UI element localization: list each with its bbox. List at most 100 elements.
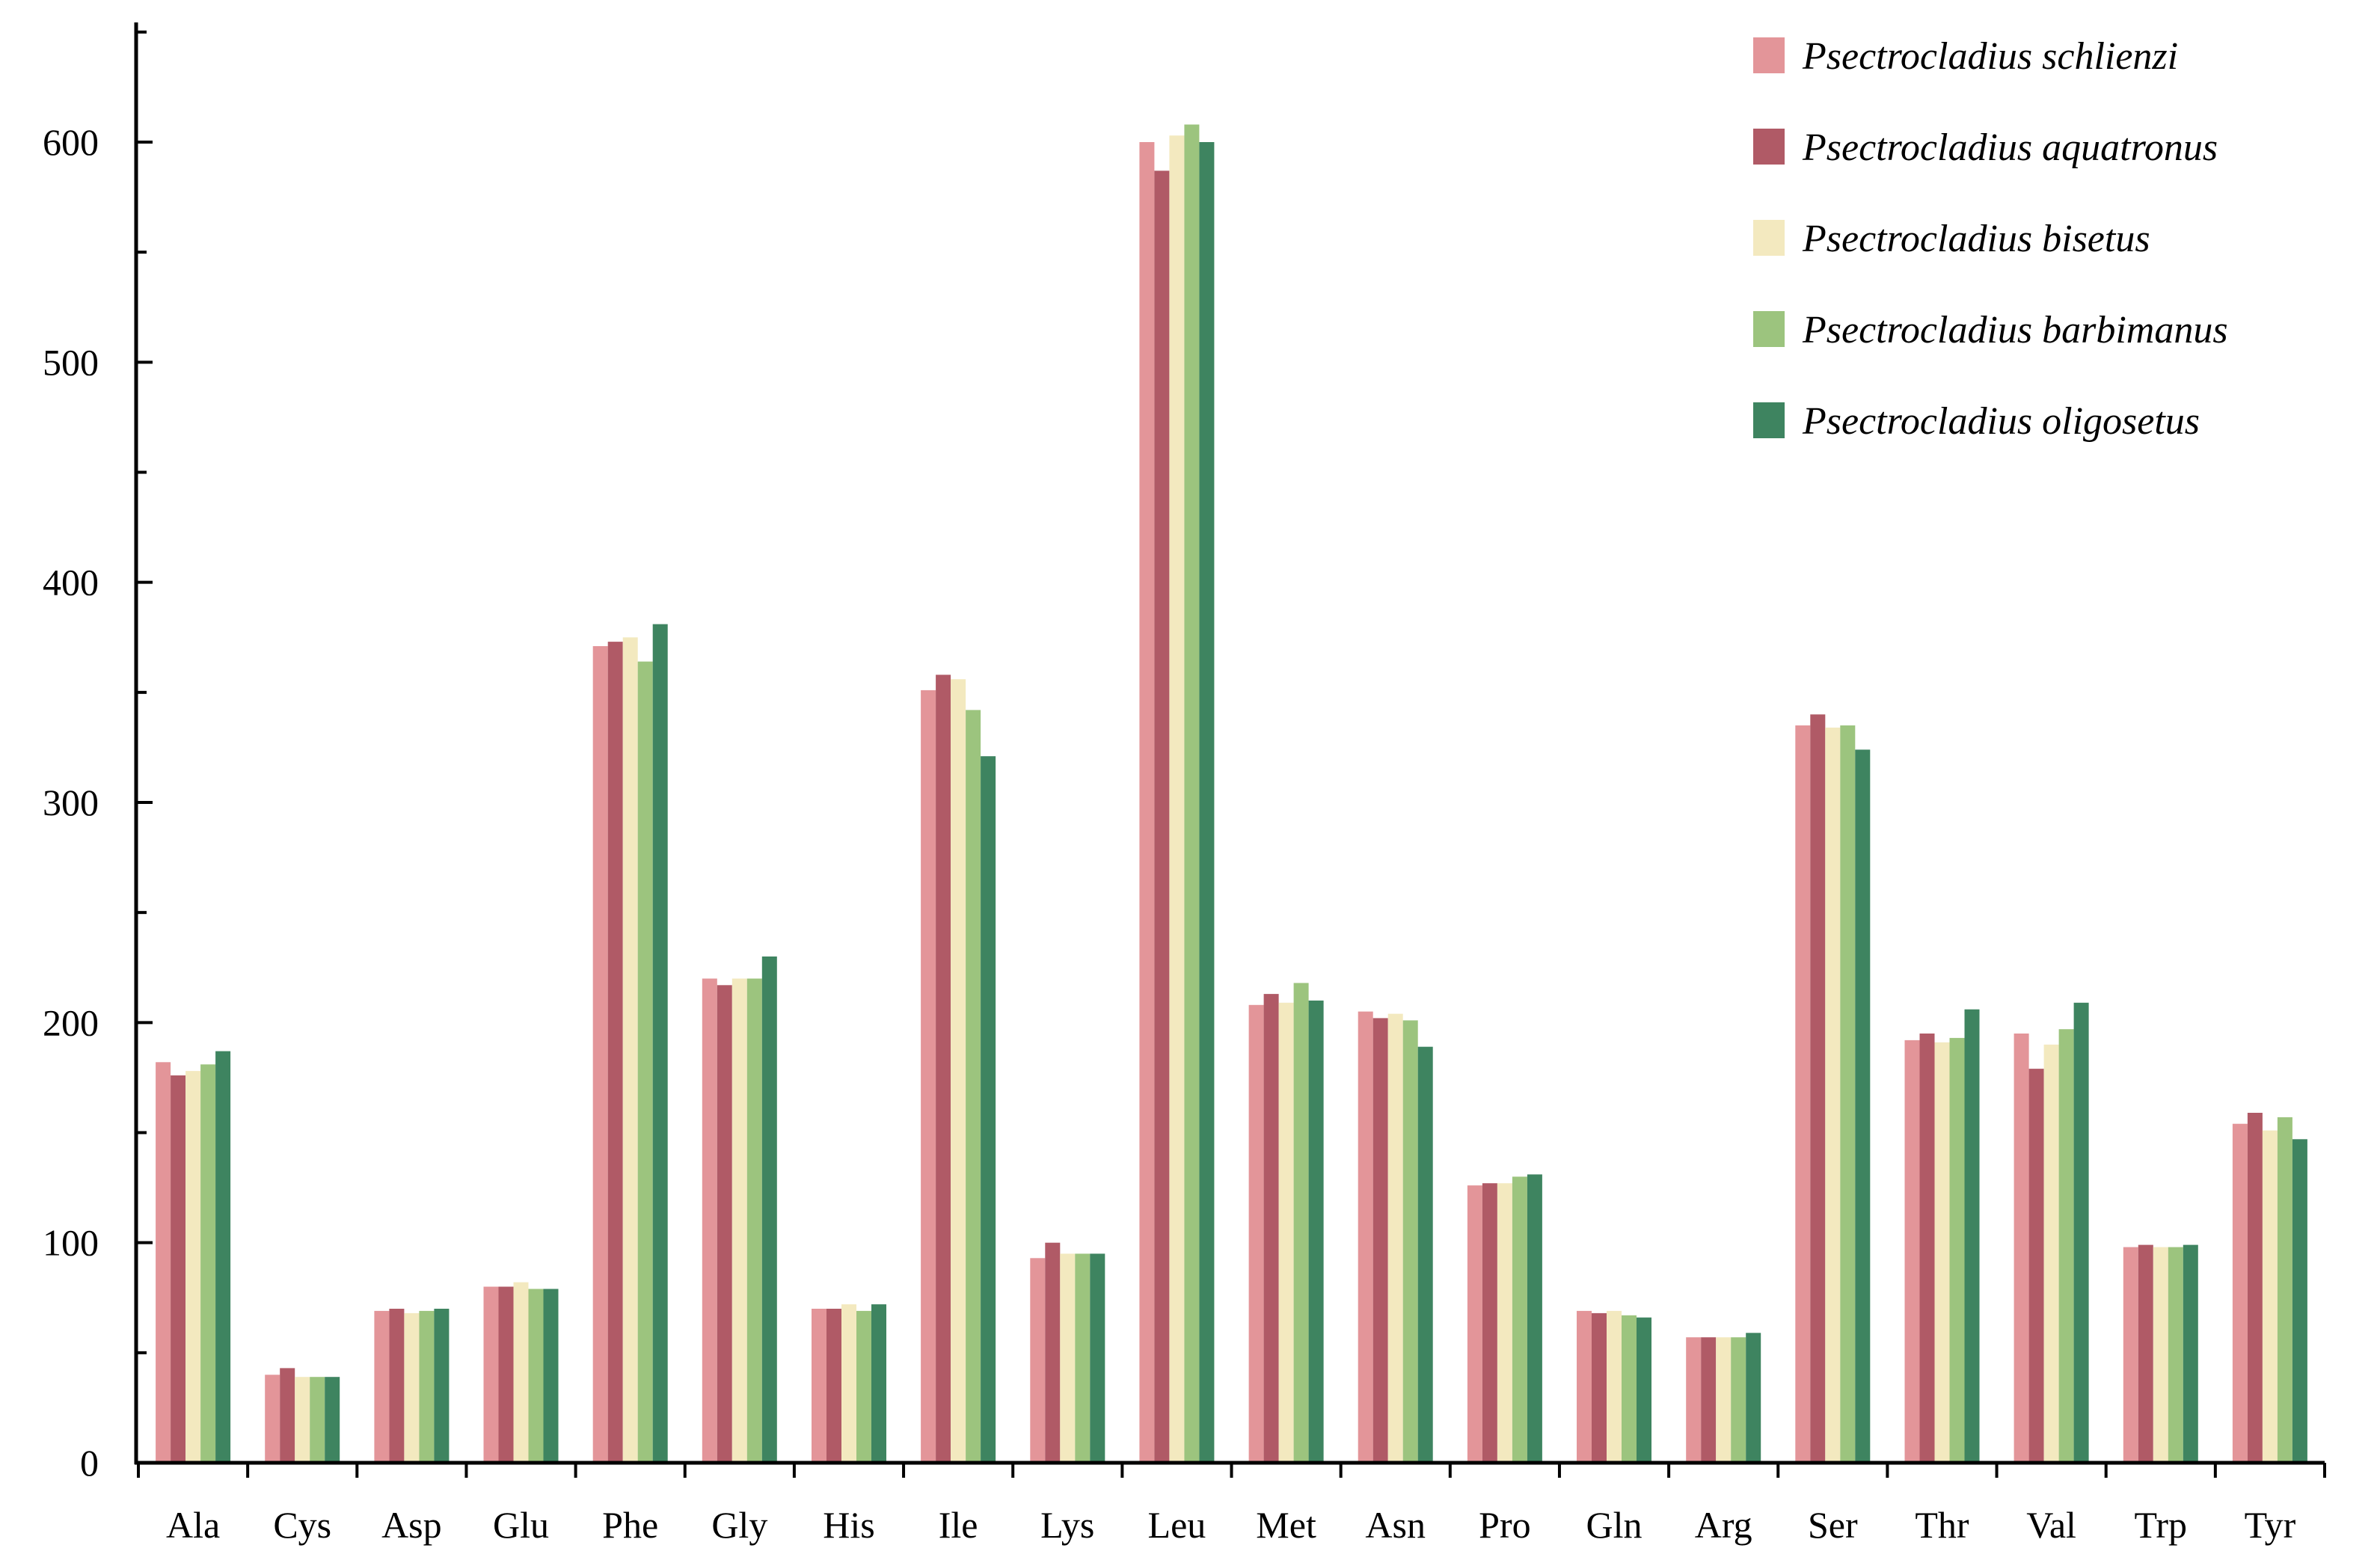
legend-label: Psectrocladius schlienzi [1802,35,2178,78]
bar-ala-series-5 [215,1051,231,1463]
bar-ser-series-1 [1795,725,1811,1463]
bar-gln-series-2 [1592,1312,1607,1463]
x-category-label: Gly [711,1504,767,1546]
legend-label: Psectrocladius bisetus [1802,218,2150,260]
bar-asp-series-3 [404,1312,420,1463]
bar-tyr-series-1 [2232,1123,2248,1463]
bar-ile-series-2 [936,675,951,1463]
x-category-label: Gln [1586,1504,1643,1546]
bar-trp-series-1 [2123,1247,2138,1463]
bar-met-series-4 [1293,983,1309,1463]
bar-arg-series-5 [1746,1333,1761,1463]
legend-label: Psectrocladius oligosetus [1802,400,2200,443]
bar-his-series-3 [841,1304,856,1463]
bar-asp-series-4 [419,1310,435,1463]
legend-swatch [1753,220,1785,256]
bar-gly-series-4 [746,978,762,1463]
bar-val-series-1 [2014,1034,2029,1463]
bar-tyr-series-5 [2292,1139,2307,1463]
bar-cys-series-2 [280,1368,295,1463]
bar-asn-series-3 [1387,1013,1403,1463]
bar-met-series-2 [1263,994,1279,1463]
bar-tyr-series-2 [2247,1113,2263,1463]
bar-pro-series-4 [1512,1176,1527,1463]
bar-gln-series-3 [1607,1310,1622,1463]
x-category-label: Pro [1479,1504,1530,1546]
bar-glu-series-5 [543,1289,559,1463]
bar-arg-series-1 [1686,1337,1702,1463]
bar-gln-series-1 [1577,1310,1592,1463]
bar-asn-series-1 [1358,1011,1373,1463]
bar-glu-series-2 [498,1286,514,1463]
bar-ala-series-2 [171,1075,186,1463]
bar-cys-series-5 [325,1377,340,1463]
bar-val-series-5 [2073,1002,2089,1463]
y-tick-label: 200 [43,1001,99,1043]
x-category-label: Val [2026,1504,2076,1546]
bar-lys-series-1 [1030,1258,1046,1463]
y-tick-label: 600 [43,121,99,163]
bar-leu-series-1 [1139,142,1155,1463]
bar-ile-series-3 [951,679,966,1464]
bar-phe-series-5 [652,624,668,1463]
x-category-label: Tyr [2245,1504,2296,1546]
legend-swatch [1753,129,1785,165]
bar-lys-series-4 [1075,1253,1091,1463]
bar-met-series-3 [1278,1002,1294,1463]
bar-cys-series-3 [295,1377,310,1463]
bar-trp-series-3 [2153,1247,2168,1463]
bar-gly-series-3 [732,978,747,1463]
bar-glu-series-3 [513,1282,529,1463]
bar-thr-series-2 [1919,1034,1935,1463]
bar-pro-series-2 [1482,1183,1497,1463]
bar-cys-series-4 [310,1377,325,1463]
bar-gly-series-1 [702,978,717,1463]
bar-gly-series-2 [717,985,732,1463]
bar-asn-series-5 [1417,1046,1433,1463]
bar-leu-series-4 [1184,124,1200,1463]
y-tick-label: 100 [43,1222,99,1264]
bar-trp-series-5 [2183,1244,2198,1463]
bar-ser-series-2 [1810,714,1826,1463]
legend: Psectrocladius schlienzi Psectrocladius a… [1753,35,2228,443]
axes-group: 0 100 200 300 400 500 600 Ala Cys Asp Glu Phe Gly His… [43,22,2326,1546]
bar-thr-series-4 [1949,1037,1965,1463]
bar-ser-series-3 [1825,727,1841,1463]
bar-asp-series-5 [434,1309,450,1463]
bar-pro-series-1 [1467,1185,1482,1463]
x-category-label: Ser [1808,1504,1858,1546]
x-category-label: Met [1256,1504,1316,1546]
bar-tyr-series-3 [2262,1130,2278,1463]
bar-arg-series-3 [1716,1337,1732,1463]
x-category-label: Trp [2135,1504,2187,1546]
x-category-label: Lys [1040,1504,1094,1546]
bar-asn-series-4 [1402,1020,1418,1463]
x-category-label: Asp [381,1504,442,1546]
bar-gly-series-5 [761,956,777,1463]
x-category-label: Arg [1695,1504,1752,1546]
bar-leu-series-2 [1154,171,1170,1463]
bar-glu-series-1 [483,1286,499,1463]
x-category-label: His [823,1504,874,1546]
bar-val-series-3 [2043,1044,2059,1463]
legend-swatch [1753,402,1785,438]
bars-group [156,124,2307,1464]
bar-ala-series-1 [156,1062,171,1463]
bar-ala-series-4 [200,1064,216,1463]
bar-gln-series-5 [1637,1317,1651,1463]
bar-trp-series-2 [2138,1244,2153,1463]
bar-trp-series-4 [2168,1247,2183,1463]
bar-ile-series-1 [921,690,936,1463]
legend-label: Psectrocladius aquatronus [1802,126,2218,169]
bar-lys-series-3 [1060,1253,1076,1463]
bar-ile-series-4 [966,710,981,1463]
legend-swatch [1753,311,1785,347]
bar-ser-series-4 [1840,725,1856,1463]
x-category-label: Ala [166,1504,220,1546]
bar-arg-series-2 [1701,1337,1717,1463]
bar-phe-series-4 [637,661,653,1463]
bar-arg-series-4 [1731,1337,1746,1463]
bar-gln-series-4 [1622,1315,1637,1463]
bar-thr-series-1 [1904,1040,1920,1463]
bar-phe-series-1 [592,646,608,1463]
